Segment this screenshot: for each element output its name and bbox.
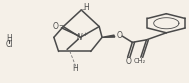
Text: Cl: Cl [6, 40, 13, 49]
Text: CH₂: CH₂ [134, 58, 146, 64]
Text: H: H [83, 3, 89, 12]
Text: O: O [53, 22, 59, 31]
Text: +: + [82, 32, 87, 37]
Text: H: H [72, 64, 77, 73]
Text: O: O [126, 57, 132, 65]
Text: H: H [7, 34, 12, 43]
Text: O: O [117, 31, 123, 40]
Text: −: − [58, 22, 64, 27]
Text: N: N [77, 33, 82, 42]
Polygon shape [102, 35, 115, 37]
